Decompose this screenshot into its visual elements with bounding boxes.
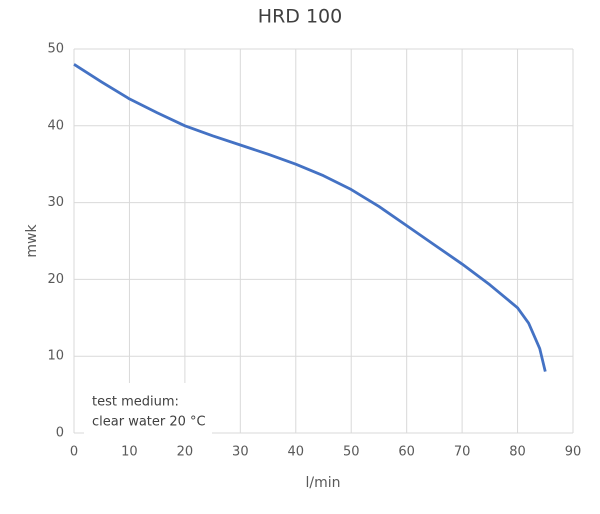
annotation: test medium: <box>92 395 179 410</box>
x-tick-label: 80 <box>509 445 526 460</box>
x-tick-label: 20 <box>177 445 194 460</box>
x-tick-label: 50 <box>343 445 360 460</box>
y-tick-label: 40 <box>47 118 64 133</box>
y-tick-label: 30 <box>47 195 64 210</box>
y-axis-label: mwk <box>24 224 40 258</box>
x-tick-label: 40 <box>288 445 305 460</box>
y-tick-label: 20 <box>47 272 64 287</box>
x-tick-label: 70 <box>454 445 471 460</box>
y-tick-label: 50 <box>47 42 64 57</box>
annotation-box <box>84 383 212 440</box>
x-tick-label: 30 <box>232 445 249 460</box>
annotation: clear water 20 °C <box>92 415 206 430</box>
x-tick-label: 10 <box>121 445 138 460</box>
y-tick-label: 10 <box>47 349 64 364</box>
x-tick-label: 0 <box>70 445 78 460</box>
x-tick-label: 60 <box>398 445 415 460</box>
chart-title: HRD 100 <box>258 6 342 28</box>
x-tick-label: 90 <box>565 445 582 460</box>
x-axis-label: l/min <box>305 475 340 491</box>
y-tick-label: 0 <box>56 426 64 441</box>
data-line <box>73 63 547 372</box>
